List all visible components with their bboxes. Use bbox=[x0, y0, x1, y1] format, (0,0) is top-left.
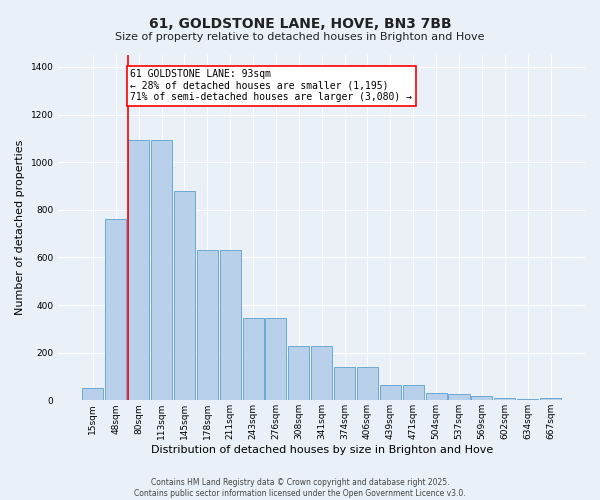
Text: 61, GOLDSTONE LANE, HOVE, BN3 7BB: 61, GOLDSTONE LANE, HOVE, BN3 7BB bbox=[149, 18, 451, 32]
Bar bbox=[265, 318, 286, 400]
Text: Contains HM Land Registry data © Crown copyright and database right 2025.
Contai: Contains HM Land Registry data © Crown c… bbox=[134, 478, 466, 498]
Bar bbox=[197, 250, 218, 400]
Bar bbox=[403, 385, 424, 400]
Bar bbox=[311, 346, 332, 401]
Bar bbox=[448, 394, 470, 400]
Bar bbox=[242, 318, 263, 400]
Bar bbox=[425, 393, 446, 400]
Bar bbox=[472, 396, 493, 400]
Text: 61 GOLDSTONE LANE: 93sqm
← 28% of detached houses are smaller (1,195)
71% of sem: 61 GOLDSTONE LANE: 93sqm ← 28% of detach… bbox=[130, 70, 412, 102]
X-axis label: Distribution of detached houses by size in Brighton and Hove: Distribution of detached houses by size … bbox=[151, 445, 493, 455]
Bar bbox=[82, 388, 103, 400]
Bar bbox=[494, 398, 515, 400]
Bar bbox=[151, 140, 172, 400]
Bar bbox=[105, 220, 126, 400]
Bar bbox=[517, 399, 538, 400]
Y-axis label: Number of detached properties: Number of detached properties bbox=[15, 140, 25, 316]
Bar bbox=[380, 385, 401, 400]
Bar bbox=[540, 398, 561, 400]
Bar bbox=[334, 367, 355, 400]
Bar bbox=[288, 346, 310, 401]
Bar bbox=[357, 367, 378, 400]
Bar bbox=[128, 140, 149, 400]
Bar bbox=[220, 250, 241, 400]
Bar bbox=[174, 190, 195, 400]
Text: Size of property relative to detached houses in Brighton and Hove: Size of property relative to detached ho… bbox=[115, 32, 485, 42]
